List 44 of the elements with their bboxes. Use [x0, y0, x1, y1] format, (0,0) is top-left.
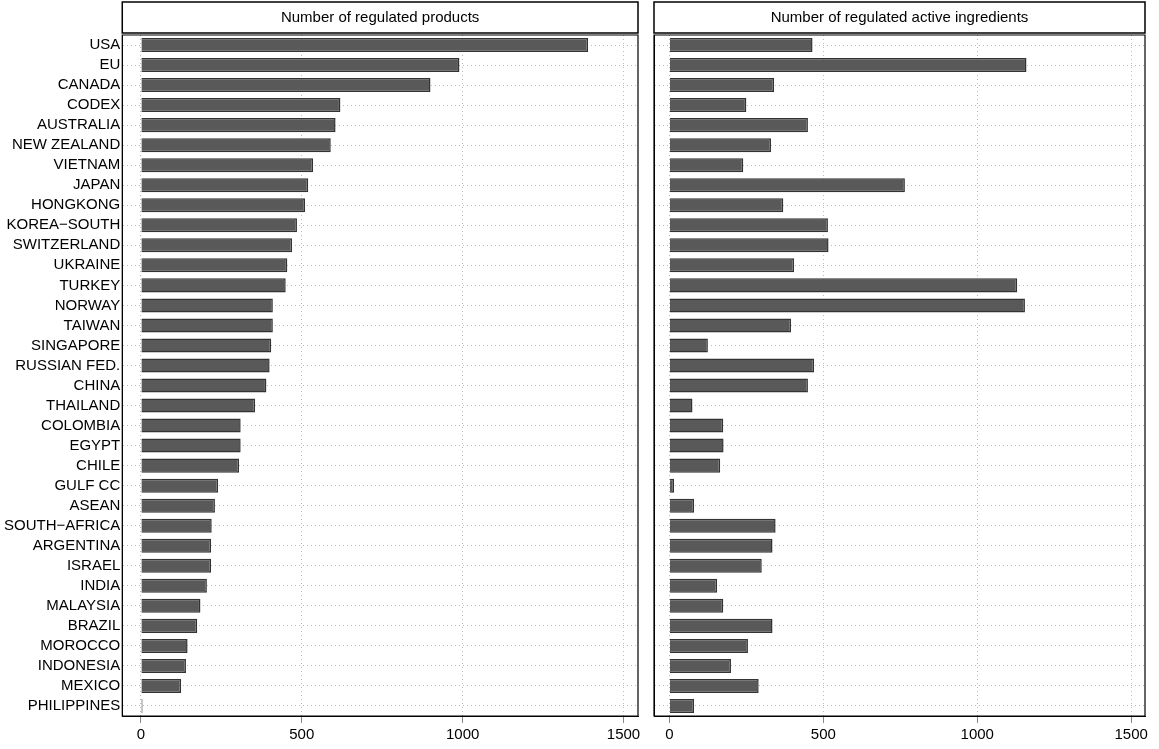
x-tick-label: 1000 [960, 725, 994, 743]
y-tick-label: INDIA [80, 575, 121, 593]
y-tick-label: ISRAEL [66, 555, 121, 573]
chart-title: Number of regulated active ingredients [770, 8, 1029, 26]
y-tick-label: COLOMBIA [41, 415, 121, 433]
y-tick-label: INDONESIA [37, 656, 121, 674]
y-tick-label: BRAZIL [67, 616, 121, 634]
y-tick-label: SINGAPORE [31, 335, 121, 353]
y-tick-label: CANADA [57, 75, 121, 93]
y-tick-label: NORWAY [54, 295, 121, 313]
x-tick-label: 0 [665, 725, 674, 743]
y-tick-label: TURKEY [59, 275, 121, 293]
y-tick-label: ARGENTINA [32, 535, 121, 553]
x-tick-label: 500 [810, 725, 836, 743]
y-tick-label: EGYPT [69, 435, 121, 453]
chart-title: Number of regulated products [280, 8, 480, 26]
y-tick-label: UKRAINE [53, 255, 121, 273]
y-tick-label: VIETNAM [53, 155, 121, 173]
y-tick-label: AUSTRALIA [36, 115, 121, 133]
x-tick-label: 0 [136, 725, 146, 743]
y-tick-label: PHILIPPINES [27, 696, 121, 714]
x-tick-label: 1000 [445, 725, 480, 743]
y-tick-label: TAIWAN [63, 315, 121, 333]
y-tick-label: NEW ZEALAND [11, 135, 121, 153]
y-tick-label: MALAYSIA [46, 595, 121, 613]
y-tick-label: HONGKONG [31, 195, 121, 213]
y-tick-label: GULF CC [54, 475, 121, 493]
y-tick-label: JAPAN [73, 175, 121, 193]
y-tick-label: EU [99, 55, 121, 73]
y-tick-label: KOREA−SOUTH [6, 215, 121, 233]
y-tick-label: SWITZERLAND [12, 235, 121, 253]
y-tick-label: CHINA [73, 375, 121, 393]
y-tick-label: SOUTH−AFRICA [4, 515, 121, 533]
y-tick-label: USA [89, 35, 121, 53]
y-tick-label: THAILAND [46, 395, 121, 413]
y-tick-label: ASEAN [69, 495, 121, 513]
y-tick-label: MEXICO [61, 676, 121, 694]
y-tick-label: RUSSIAN FED. [15, 355, 121, 373]
x-tick-label: 1500 [1114, 725, 1148, 743]
y-tick-label: CODEX [66, 95, 121, 113]
x-tick-label: 1500 [606, 725, 641, 743]
y-tick-label: MOROCCO [40, 636, 121, 654]
x-tick-label: 500 [289, 725, 315, 743]
y-tick-label: CHILE [76, 455, 121, 473]
